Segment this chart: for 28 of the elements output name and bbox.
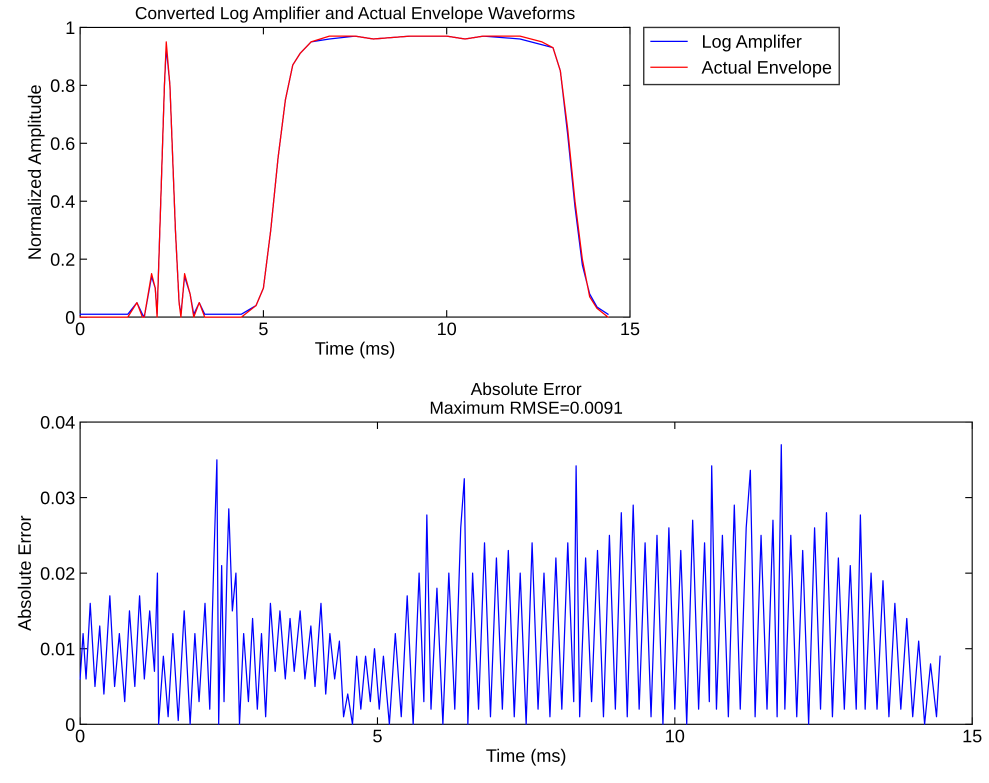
y-tick-label: 0.8 <box>50 79 74 92</box>
x-tick-label: 15 <box>964 730 982 742</box>
y-tick-label: 0.01 <box>40 642 74 656</box>
y-tick-label: 0 <box>66 718 75 731</box>
x-tick-label: 0 <box>76 322 84 336</box>
chart-title: Converted Log Amplifier and Actual Envelope Waveforms <box>136 6 575 23</box>
x-axis-title: Time (ms) <box>486 748 566 766</box>
y-tick-label: 0.02 <box>40 567 74 580</box>
y-tick-label: 0 <box>66 311 75 324</box>
x-tick-label: 10 <box>438 322 456 336</box>
x-tick-label: 5 <box>259 322 268 336</box>
x-tick-label: 10 <box>666 730 684 742</box>
x-tick-label: 0 <box>76 730 84 742</box>
x-tick-label: 15 <box>621 322 640 336</box>
y-tick-label: 0.04 <box>40 416 75 429</box>
y-tick-label: 0.2 <box>50 253 74 266</box>
y-tick-label: 0.4 <box>50 195 75 208</box>
y-tick-label: 1 <box>66 22 74 34</box>
chart-title: Absolute Error <box>470 382 582 396</box>
y-tick-label: 0.6 <box>50 137 74 150</box>
y-axis-title: Normalized Amplitude <box>28 85 45 259</box>
x-axis-title: Time (ms) <box>315 342 394 358</box>
y-tick-label: 0.03 <box>40 492 74 504</box>
legend-label: Actual Envelope <box>702 60 832 78</box>
chart-subtitle: Maximum RMSE=0.0091 <box>430 401 622 414</box>
x-tick-label: 5 <box>373 730 382 742</box>
legend-label: Log Amplifer <box>703 34 802 52</box>
y-axis-title: Absolute Error <box>18 516 31 631</box>
